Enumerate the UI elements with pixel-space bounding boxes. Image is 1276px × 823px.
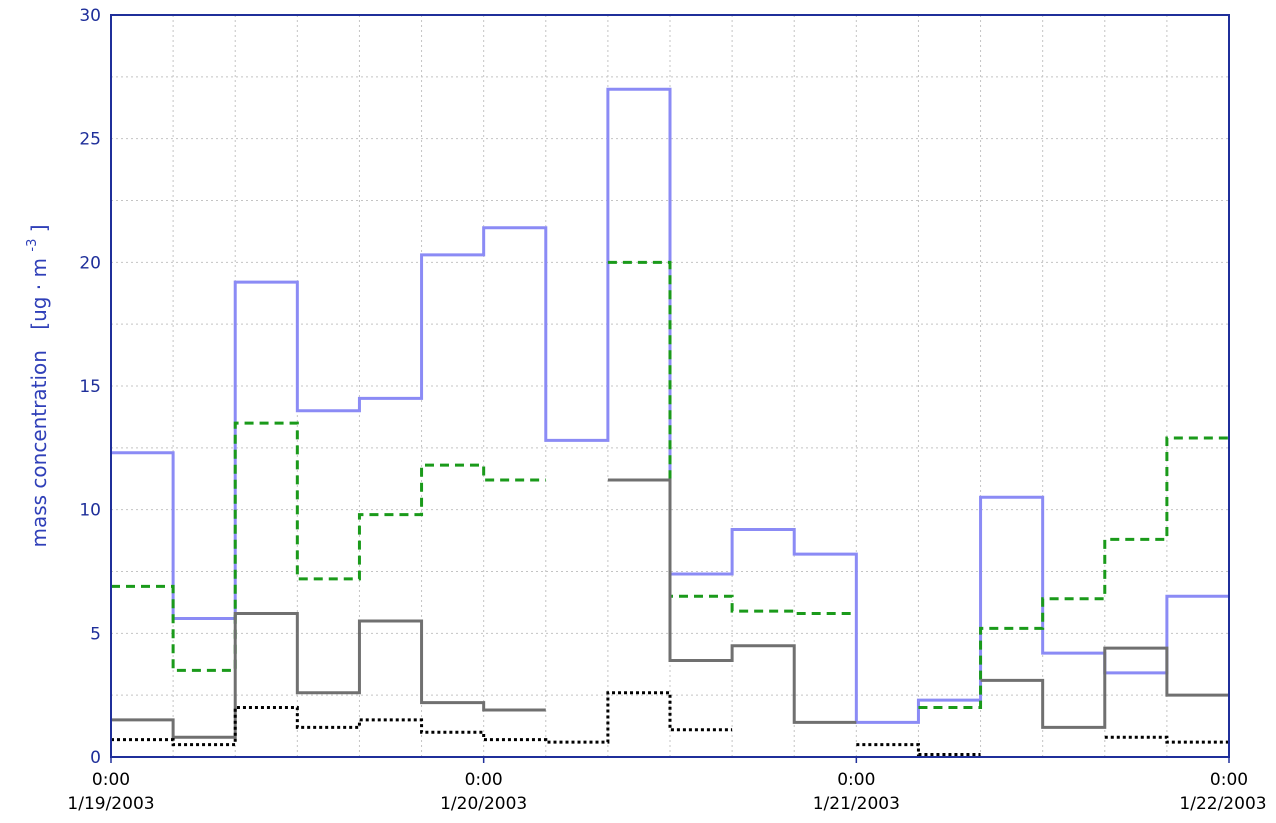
- y-axis-unit-exponent: -3: [25, 239, 40, 252]
- y-tick-label: 5: [90, 624, 101, 644]
- series-layer: [111, 87, 1229, 757]
- series-3-line: [111, 478, 1229, 739]
- series-4-line: [111, 691, 1229, 757]
- y-tick-label: 15: [79, 377, 101, 397]
- x-tick-label: 0:00 1/22/2003: [1179, 770, 1266, 814]
- x-tick-date: 1/22/2003: [1179, 794, 1266, 814]
- x-tick-time: 0:00: [837, 770, 875, 790]
- series-2-line: [111, 260, 1229, 710]
- x-tick-time: 0:00: [92, 770, 130, 790]
- series-2: [111, 260, 1229, 710]
- y-tick-label: 20: [79, 253, 101, 273]
- y-tick-label: 10: [79, 501, 101, 521]
- plot-frame: [110, 14, 1230, 758]
- x-tick-time: 0:00: [465, 770, 503, 790]
- x-tick-label: 0:00 1/19/2003: [67, 770, 154, 814]
- series-4: [111, 691, 1229, 757]
- x-tick-date: 1/20/2003: [440, 794, 527, 814]
- x-axis-ticks: 0:001/19/20030:001/20/20030:001/21/20030…: [67, 757, 1267, 814]
- x-tick-date: 1/21/2003: [813, 794, 900, 814]
- series-1-line: [111, 87, 1229, 724]
- x-tick-time: 0:00: [1210, 770, 1248, 790]
- y-axis-label: mass concentration [ug · m -3 ]: [17, 224, 51, 547]
- y-axis-unit-suffix: ]: [27, 224, 51, 232]
- y-axis-label-text: mass concentration [ug · m -3 ]: [17, 224, 51, 547]
- x-tick-label: 0:00 1/21/2003: [813, 770, 900, 814]
- y-axis-title: mass concentration: [27, 350, 51, 547]
- x-tick-date: 1/19/2003: [67, 794, 154, 814]
- x-tick-label: 0:00 1/20/2003: [440, 770, 527, 814]
- y-axis-unit-prefix: [ug · m: [27, 258, 51, 330]
- y-tick-label: 25: [79, 130, 101, 150]
- series-1: [111, 87, 1229, 724]
- y-axis-ticks: 0 5 10 15 20 25 30: [79, 6, 101, 768]
- y-tick-label: 30: [79, 6, 101, 26]
- series-3: [111, 478, 1229, 739]
- y-tick-label: 0: [90, 748, 101, 768]
